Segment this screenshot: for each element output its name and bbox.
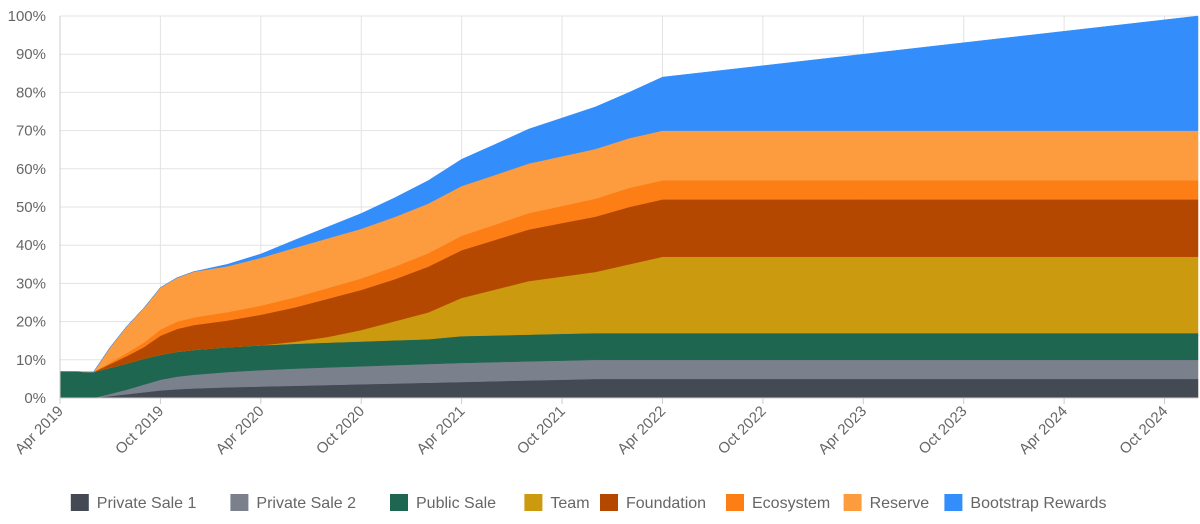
legend-swatch <box>600 494 618 511</box>
y-tick-label: 40% <box>16 237 46 254</box>
legend-item-team[interactable]: Team <box>524 494 590 512</box>
legend-label: Reserve <box>870 495 930 512</box>
x-tick-label: Apr 2022 <box>614 403 669 458</box>
legend-swatch <box>390 494 408 511</box>
legend-swatch <box>524 494 543 511</box>
legend-swatch <box>230 494 249 511</box>
x-tick-label: Oct 2021 <box>514 403 569 458</box>
y-tick-label: 0% <box>24 390 46 407</box>
y-tick-label: 60% <box>16 161 46 178</box>
legend-swatch <box>944 494 963 511</box>
legend-item-public-sale[interactable]: Public Sale <box>390 494 496 512</box>
legend-label: Private Sale 1 <box>97 495 197 512</box>
legend-label: Foundation <box>626 495 706 512</box>
x-tick-label: Oct 2023 <box>915 403 970 458</box>
y-tick-label: 100% <box>8 8 46 25</box>
y-tick-label: 10% <box>16 352 46 369</box>
y-tick-label: 20% <box>16 314 46 331</box>
y-tick-label: 80% <box>16 84 46 101</box>
y-tick-label: 30% <box>16 275 46 292</box>
legend-label: Ecosystem <box>752 495 830 512</box>
legend-label: Team <box>550 495 589 512</box>
legend[interactable]: Private Sale 1 Private Sale 2 Public Sale T… <box>70 494 1107 512</box>
legend-swatch <box>726 494 744 511</box>
legend-item-bootstrap-rewards[interactable]: Bootstrap Rewards <box>944 494 1106 512</box>
legend-swatch <box>70 494 89 511</box>
legend-item-foundation[interactable]: Foundation <box>600 494 706 512</box>
y-tick-label: 90% <box>16 46 46 63</box>
legend-label: Bootstrap Rewards <box>970 495 1106 512</box>
legend-swatch <box>843 494 862 511</box>
legend-label: Public Sale <box>416 495 496 512</box>
series-areas <box>59 15 1199 399</box>
x-tick-label: Apr 2019 <box>12 403 67 458</box>
x-tick-label: Oct 2024 <box>1116 403 1171 458</box>
x-tick-label: Apr 2021 <box>413 403 468 458</box>
legend-item-reserve[interactable]: Reserve <box>843 494 930 512</box>
area-bootstrap-rewards <box>59 15 1199 373</box>
x-tick-label: Apr 2024 <box>1016 403 1071 458</box>
legend-item-private-sale-1[interactable]: Private Sale 1 <box>70 494 197 512</box>
x-tick-label: Apr 2020 <box>213 403 268 458</box>
legend-label: Private Sale 2 <box>256 495 356 512</box>
legend-item-private-sale-2[interactable]: Private Sale 2 <box>230 494 356 512</box>
x-tick-label: Apr 2023 <box>815 403 870 458</box>
x-tick-label: Oct 2020 <box>313 403 368 458</box>
y-tick-label: 50% <box>16 199 46 216</box>
y-tick-label: 70% <box>16 123 46 140</box>
x-tick-label: Oct 2022 <box>715 403 770 458</box>
x-tick-label: Oct 2019 <box>112 403 167 458</box>
legend-item-ecosystem[interactable]: Ecosystem <box>726 494 830 512</box>
